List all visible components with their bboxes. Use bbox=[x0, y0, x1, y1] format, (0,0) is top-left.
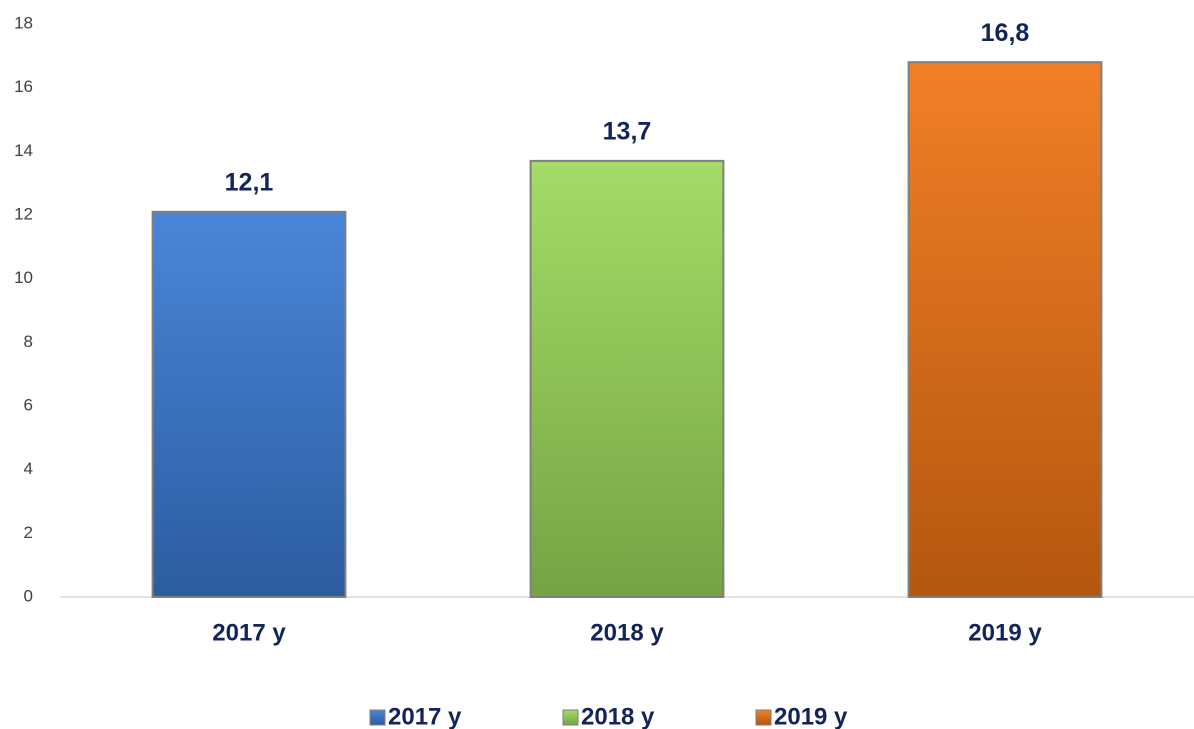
legend-label: 2018 y bbox=[581, 703, 655, 729]
y-tick-label: 16 bbox=[14, 77, 33, 96]
x-tick-label: 2018 y bbox=[590, 619, 664, 646]
data-label: 16,8 bbox=[981, 19, 1030, 47]
legend-label: 2017 y bbox=[388, 703, 462, 729]
x-tick-label: 2017 y bbox=[212, 619, 286, 646]
y-tick-label: 14 bbox=[14, 141, 33, 160]
legend-swatch bbox=[755, 709, 772, 726]
bar bbox=[529, 159, 725, 598]
y-tick-label: 4 bbox=[24, 459, 33, 478]
bar bbox=[151, 210, 347, 598]
y-tick-label: 0 bbox=[24, 586, 33, 605]
y-tick-label: 8 bbox=[24, 332, 33, 351]
y-tick-label: 18 bbox=[14, 13, 33, 32]
y-tick-label: 2 bbox=[24, 523, 33, 542]
data-label: 12,1 bbox=[225, 168, 274, 196]
x-tick-label: 2019 y bbox=[968, 619, 1042, 646]
legend-label: 2019 y bbox=[774, 703, 848, 729]
legend-swatch bbox=[562, 709, 579, 726]
legend-swatch bbox=[369, 709, 386, 726]
data-label: 13,7 bbox=[603, 117, 652, 145]
y-tick-label: 10 bbox=[14, 268, 33, 287]
y-tick-label: 12 bbox=[14, 204, 33, 223]
legend: 2017 y 2018 y 2019 y bbox=[369, 703, 848, 729]
y-tick-label: 6 bbox=[24, 395, 33, 414]
bar bbox=[907, 61, 1103, 598]
